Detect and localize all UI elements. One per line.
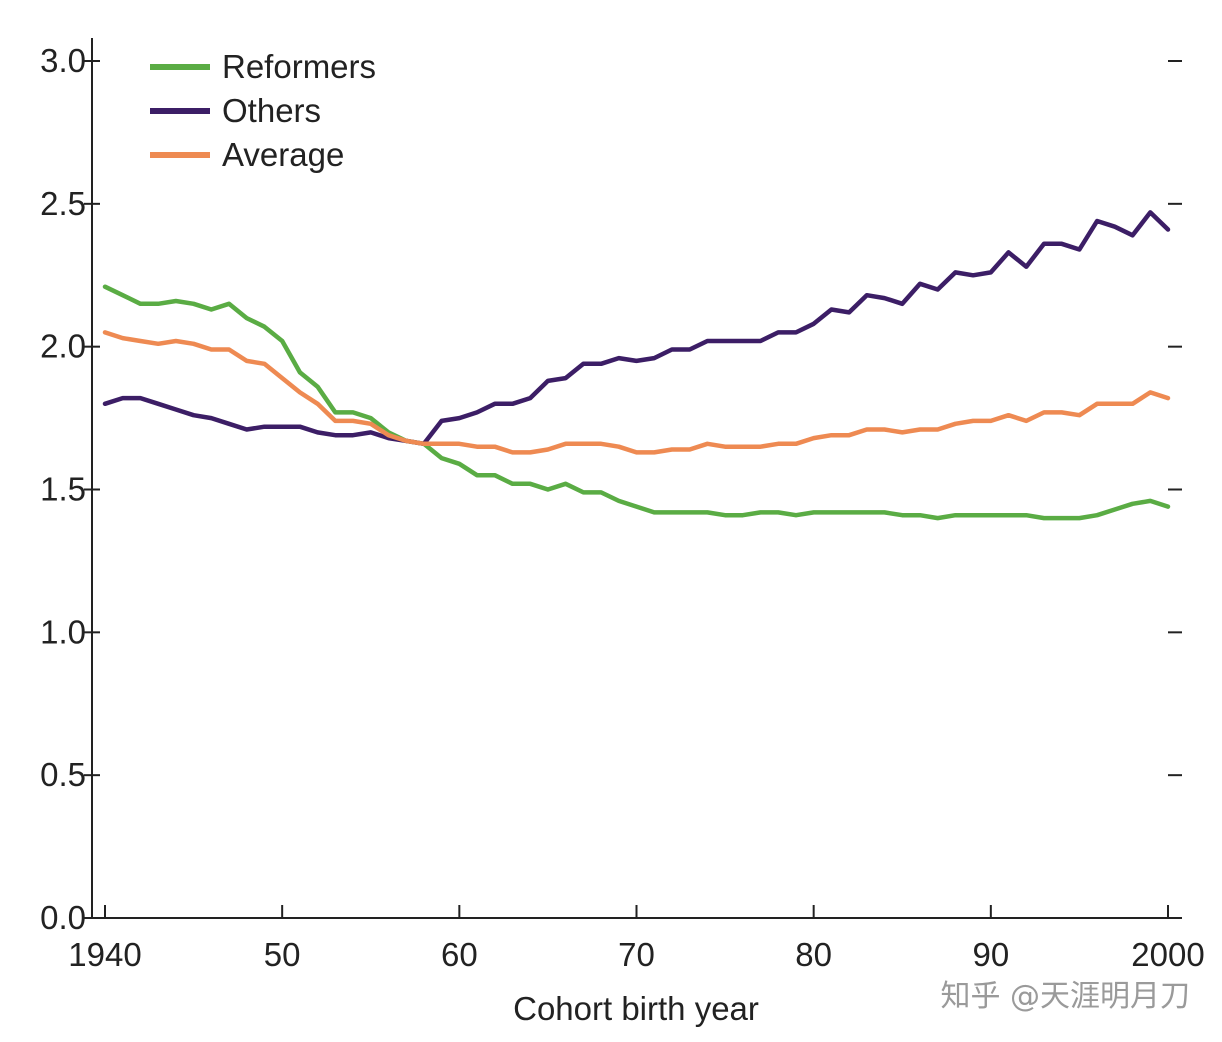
series-line-average [102, 330, 1171, 455]
right-ticks [1168, 60, 1182, 919]
y-tick-label: 1.0 [40, 613, 86, 650]
x-tick-label: 60 [441, 936, 478, 973]
x-tick-label: 1940 [68, 936, 141, 973]
x-tick-label: 2000 [1131, 936, 1204, 973]
x-ticks: 1940 50 60 70 80 90 2000 [68, 905, 1205, 973]
watermark-text: 知乎 @天涯明月刀 [940, 979, 1190, 1014]
y-tick-label: 2.0 [40, 328, 86, 365]
y-ticks: 0.0 0.5 1.0 1.5 2.0 2.5 3.0 [40, 42, 100, 936]
series-lines [102, 210, 1171, 521]
x-tick-label: 80 [795, 936, 832, 973]
series-line-reformers [102, 284, 1171, 521]
legend-label-average: Average [222, 136, 344, 173]
x-tick-label: 50 [264, 936, 301, 973]
legend-label-reformers: Reformers [222, 48, 376, 85]
y-tick-label: 0.0 [40, 899, 86, 936]
y-tick-label: 3.0 [40, 42, 86, 79]
x-tick-label: 90 [972, 936, 1009, 973]
y-tick-label: 2.5 [40, 185, 86, 222]
y-tick-label: 0.5 [40, 756, 86, 793]
y-tick-label: 1.5 [40, 471, 86, 508]
series-line-others [102, 210, 1171, 447]
legend: Reformers Others Average [150, 48, 376, 173]
x-tick-label: 70 [618, 936, 655, 973]
legend-label-others: Others [222, 92, 321, 129]
x-axis-title: Cohort birth year [513, 990, 759, 1027]
